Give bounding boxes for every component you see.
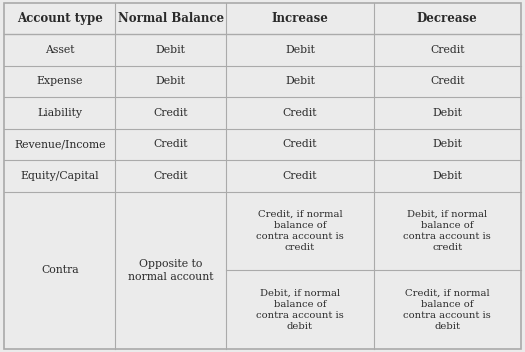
Text: Opposite to
normal account: Opposite to normal account <box>128 259 214 282</box>
Text: Debit: Debit <box>432 171 462 181</box>
Text: Credit, if normal
balance of
contra account is
debit: Credit, if normal balance of contra acco… <box>403 289 491 331</box>
Text: Debit: Debit <box>432 139 462 149</box>
Text: Liability: Liability <box>37 108 82 118</box>
Text: Debit: Debit <box>285 45 315 55</box>
Text: Debit: Debit <box>156 45 186 55</box>
Text: Debit: Debit <box>432 108 462 118</box>
Text: Decrease: Decrease <box>417 12 478 25</box>
Text: Credit: Credit <box>430 45 465 55</box>
Text: Credit: Credit <box>153 139 188 149</box>
Text: Increase: Increase <box>271 12 329 25</box>
Text: Asset: Asset <box>45 45 75 55</box>
Text: Debit: Debit <box>156 76 186 86</box>
Text: Credit: Credit <box>153 171 188 181</box>
Text: Debit, if normal
balance of
contra account is
credit: Debit, if normal balance of contra accou… <box>403 210 491 252</box>
Text: Debit: Debit <box>285 76 315 86</box>
Text: Account type: Account type <box>17 12 103 25</box>
Text: Contra: Contra <box>41 265 79 275</box>
Text: Credit: Credit <box>282 171 317 181</box>
Text: Credit, if normal
balance of
contra account is
credit: Credit, if normal balance of contra acco… <box>256 210 344 252</box>
Text: Credit: Credit <box>153 108 188 118</box>
Text: Expense: Expense <box>37 76 83 86</box>
Text: Normal Balance: Normal Balance <box>118 12 224 25</box>
Text: Revenue/Income: Revenue/Income <box>14 139 106 149</box>
Text: Credit: Credit <box>282 108 317 118</box>
Text: Equity/Capital: Equity/Capital <box>20 171 99 181</box>
Text: Credit: Credit <box>282 139 317 149</box>
Text: Debit, if normal
balance of
contra account is
debit: Debit, if normal balance of contra accou… <box>256 289 344 331</box>
Text: Credit: Credit <box>430 76 465 86</box>
